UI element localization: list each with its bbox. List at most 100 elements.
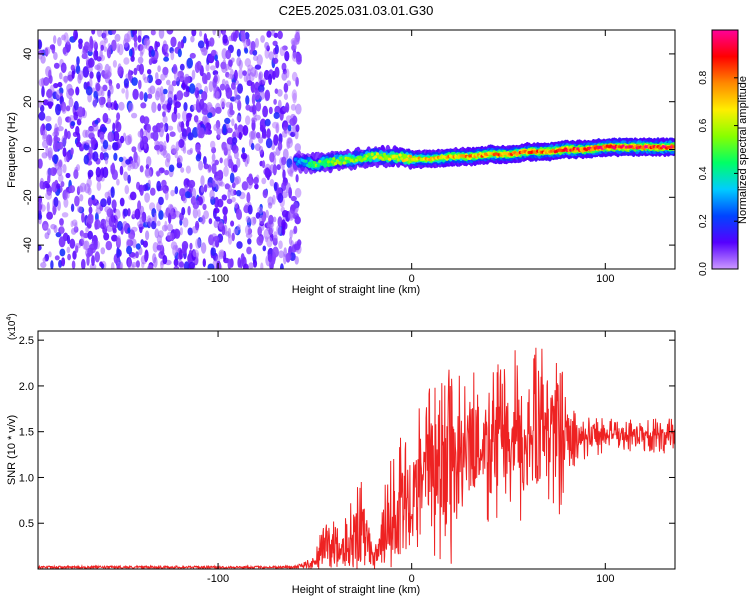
noise-cell — [203, 47, 208, 56]
noise-cell — [163, 211, 169, 219]
noise-cell — [294, 143, 301, 153]
noise-cell — [127, 258, 132, 269]
noise-cell — [176, 112, 181, 120]
noise-cell — [289, 229, 293, 239]
noise-cell — [233, 150, 239, 160]
noise-cell — [264, 89, 271, 102]
noise-cell — [230, 220, 235, 227]
noise-cell — [164, 45, 169, 53]
noise-cell — [171, 111, 178, 123]
noise-cell — [89, 243, 96, 251]
noise-cell — [52, 205, 57, 216]
noise-cell — [255, 132, 261, 139]
noise-cell — [224, 117, 231, 124]
ridge-cell — [396, 158, 400, 162]
noise-cell — [156, 180, 162, 192]
noise-cell — [214, 54, 218, 62]
noise-cell — [285, 68, 290, 79]
noise-cell — [243, 263, 249, 269]
noise-cell — [70, 220, 74, 228]
noise-cell — [146, 123, 151, 133]
noise-cell — [173, 105, 177, 115]
noise-cell — [53, 154, 58, 165]
noise-cell — [75, 243, 81, 249]
noise-cell — [223, 158, 229, 167]
noise-cell — [87, 57, 95, 68]
noise-cell — [291, 89, 298, 101]
noise-cell — [131, 77, 138, 86]
noise-cell — [107, 99, 111, 111]
noise-cell — [188, 249, 193, 260]
noise-cell — [58, 236, 66, 248]
noise-cell — [236, 115, 242, 122]
noise-cell — [53, 141, 59, 153]
noise-cell — [92, 123, 99, 132]
noise-cell — [112, 142, 119, 151]
noise-cell — [181, 244, 187, 255]
noise-cell — [132, 88, 139, 100]
spectrogram-axes: -100 0 100 -40 -20 0 20 40 — [22, 30, 675, 285]
colorbar-gradient — [711, 29, 739, 270]
noise-cell — [186, 149, 193, 155]
noise-cell — [99, 261, 103, 268]
noise-cell — [139, 91, 144, 101]
ridge-cell — [332, 157, 336, 161]
snr-x-tick-label: 100 — [596, 573, 614, 585]
noise-cell — [273, 112, 280, 119]
noise-cell — [47, 150, 53, 161]
noise-cell — [166, 30, 174, 35]
noise-cell — [250, 40, 256, 52]
noise-cell — [118, 101, 125, 111]
noise-cell — [153, 256, 158, 268]
noise-cell — [53, 62, 60, 69]
ridge-cell — [374, 155, 378, 159]
noise-cell — [222, 123, 227, 134]
noise-cell — [141, 135, 149, 145]
noise-cell — [53, 196, 59, 208]
noise-cell — [135, 243, 141, 250]
noise-cell — [222, 34, 228, 44]
noise-cell — [215, 216, 221, 222]
noise-cell — [73, 30, 78, 41]
noise-cell — [182, 110, 188, 122]
noise-cell — [269, 164, 276, 174]
noise-cell — [266, 30, 272, 38]
noise-cell — [61, 135, 67, 146]
noise-cell — [212, 30, 216, 36]
ridge-cell — [363, 157, 367, 161]
noise-cell — [172, 244, 178, 257]
noise-cell — [152, 130, 159, 142]
noise-cell — [100, 89, 105, 97]
noise-cell — [272, 246, 279, 258]
noise-cell — [251, 104, 257, 115]
noise-cell — [96, 181, 102, 191]
noise-cell — [131, 112, 138, 119]
noise-cell — [89, 35, 93, 47]
noise-cell — [42, 128, 48, 140]
noise-cell — [238, 132, 242, 140]
noise-cell — [77, 70, 84, 81]
noise-cell — [66, 130, 71, 140]
noise-cell — [150, 187, 156, 196]
noise-cell — [233, 32, 238, 42]
noise-cell — [250, 142, 255, 151]
noise-cell — [294, 255, 299, 265]
noise-cell — [45, 66, 52, 77]
noise-cell — [147, 69, 152, 75]
noise-cell — [111, 39, 117, 52]
noise-cell — [137, 56, 144, 64]
noise-cell — [103, 46, 108, 52]
noise-cell — [66, 234, 71, 245]
noise-cell — [44, 46, 51, 56]
noise-cell — [66, 39, 71, 45]
noise-cell — [155, 78, 162, 86]
noise-cell — [255, 212, 261, 219]
noise-cell — [264, 236, 268, 243]
noise-cell — [87, 213, 94, 225]
noise-cell — [266, 128, 271, 139]
noise-cell — [96, 62, 103, 72]
ridge-cell — [327, 160, 331, 164]
noise-cell — [144, 168, 150, 177]
noise-cell — [66, 88, 73, 100]
noise-cell — [182, 217, 189, 228]
